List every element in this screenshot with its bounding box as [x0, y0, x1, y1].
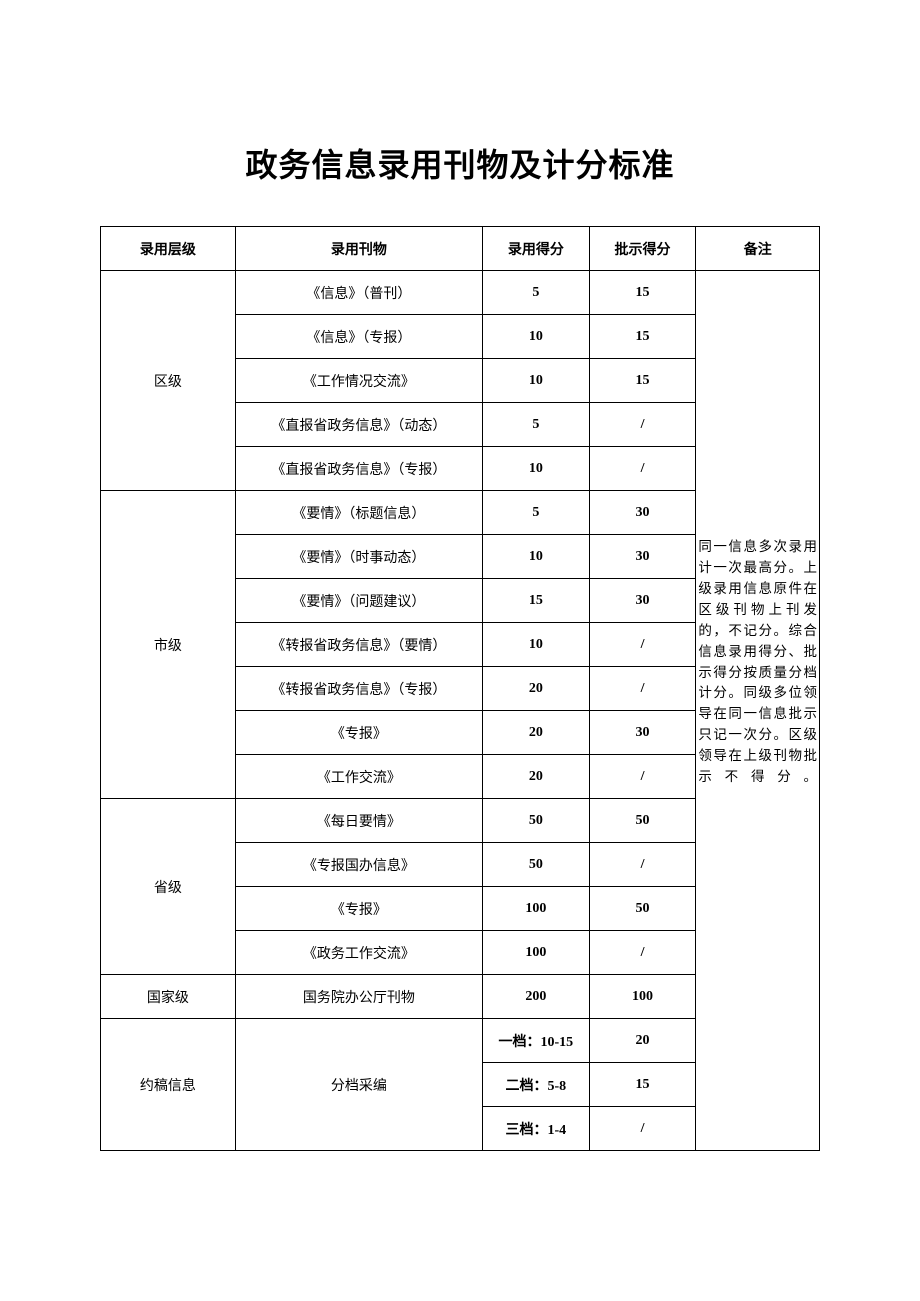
approval-cell: 30	[589, 491, 696, 535]
pub-cell: 《工作交流》	[235, 755, 482, 799]
approval-cell: /	[589, 623, 696, 667]
approval-cell: 20	[589, 1019, 696, 1063]
pub-cell: 《要情》（时事动态）	[235, 535, 482, 579]
scoring-table: 录用层级 录用刊物 录用得分 批示得分 备注 区级 《信息》（普刊） 5 15 …	[100, 226, 820, 1151]
approval-cell: 30	[589, 535, 696, 579]
score-cell: 20	[482, 711, 589, 755]
score-cell: 一档：10-15	[482, 1019, 589, 1063]
score-cell: 10	[482, 359, 589, 403]
approval-cell: 50	[589, 887, 696, 931]
header-publication: 录用刊物	[235, 227, 482, 271]
pub-cell: 《转报省政务信息》（要情）	[235, 623, 482, 667]
approval-cell: /	[589, 403, 696, 447]
approval-cell: 15	[589, 1063, 696, 1107]
approval-cell: 15	[589, 271, 696, 315]
approval-cell: 30	[589, 711, 696, 755]
score-cell: 10	[482, 535, 589, 579]
notes-cell: 同一信息多次录用计一次最高分。上级录用信息原件在区级刊物上刊发的，不记分。综合信…	[696, 271, 820, 1151]
score-cell: 50	[482, 799, 589, 843]
approval-cell: 15	[589, 315, 696, 359]
approval-cell: /	[589, 667, 696, 711]
header-score: 录用得分	[482, 227, 589, 271]
level-province: 省级	[101, 799, 236, 975]
level-national: 国家级	[101, 975, 236, 1019]
score-cell: 20	[482, 755, 589, 799]
header-approval: 批示得分	[589, 227, 696, 271]
notes-text: 同一信息多次录用计一次最高分。上级录用信息原件在区级刊物上刊发的，不记分。综合信…	[698, 537, 817, 788]
score-cell: 200	[482, 975, 589, 1019]
page-title: 政务信息录用刊物及计分标准	[100, 140, 820, 186]
approval-cell: 15	[589, 359, 696, 403]
score-cell: 20	[482, 667, 589, 711]
pub-cell: 《要情》（问题建议）	[235, 579, 482, 623]
score-cell: 5	[482, 491, 589, 535]
score-cell: 10	[482, 623, 589, 667]
level-city: 市级	[101, 491, 236, 799]
score-cell: 100	[482, 931, 589, 975]
pub-cell: 《转报省政务信息》（专报）	[235, 667, 482, 711]
pub-cell: 国务院办公厅刊物	[235, 975, 482, 1019]
approval-cell: /	[589, 843, 696, 887]
approval-cell: /	[589, 931, 696, 975]
score-cell: 二档：5-8	[482, 1063, 589, 1107]
pub-cell: 《信息》（专报）	[235, 315, 482, 359]
pub-cell: 《要情》（标题信息）	[235, 491, 482, 535]
score-cell: 10	[482, 315, 589, 359]
pub-cell: 《直报省政务信息》（专报）	[235, 447, 482, 491]
header-notes: 备注	[696, 227, 820, 271]
approval-cell: 30	[589, 579, 696, 623]
approval-cell: 50	[589, 799, 696, 843]
level-draft: 约稿信息	[101, 1019, 236, 1151]
pub-cell: 《工作情况交流》	[235, 359, 482, 403]
pub-cell: 《专报》	[235, 711, 482, 755]
score-cell: 5	[482, 403, 589, 447]
table-header-row: 录用层级 录用刊物 录用得分 批示得分 备注	[101, 227, 820, 271]
pub-cell: 分档采编	[235, 1019, 482, 1151]
table-row: 区级 《信息》（普刊） 5 15 同一信息多次录用计一次最高分。上级录用信息原件…	[101, 271, 820, 315]
pub-cell: 《专报》	[235, 887, 482, 931]
pub-cell: 《每日要情》	[235, 799, 482, 843]
score-cell: 10	[482, 447, 589, 491]
approval-cell: /	[589, 447, 696, 491]
score-cell: 三档：1-4	[482, 1107, 589, 1151]
score-cell: 50	[482, 843, 589, 887]
pub-cell: 《政务工作交流》	[235, 931, 482, 975]
pub-cell: 《信息》（普刊）	[235, 271, 482, 315]
approval-cell: 100	[589, 975, 696, 1019]
header-level: 录用层级	[101, 227, 236, 271]
pub-cell: 《直报省政务信息》（动态）	[235, 403, 482, 447]
approval-cell: /	[589, 755, 696, 799]
level-district: 区级	[101, 271, 236, 491]
score-cell: 15	[482, 579, 589, 623]
approval-cell: /	[589, 1107, 696, 1151]
pub-cell: 《专报国办信息》	[235, 843, 482, 887]
score-cell: 100	[482, 887, 589, 931]
score-cell: 5	[482, 271, 589, 315]
